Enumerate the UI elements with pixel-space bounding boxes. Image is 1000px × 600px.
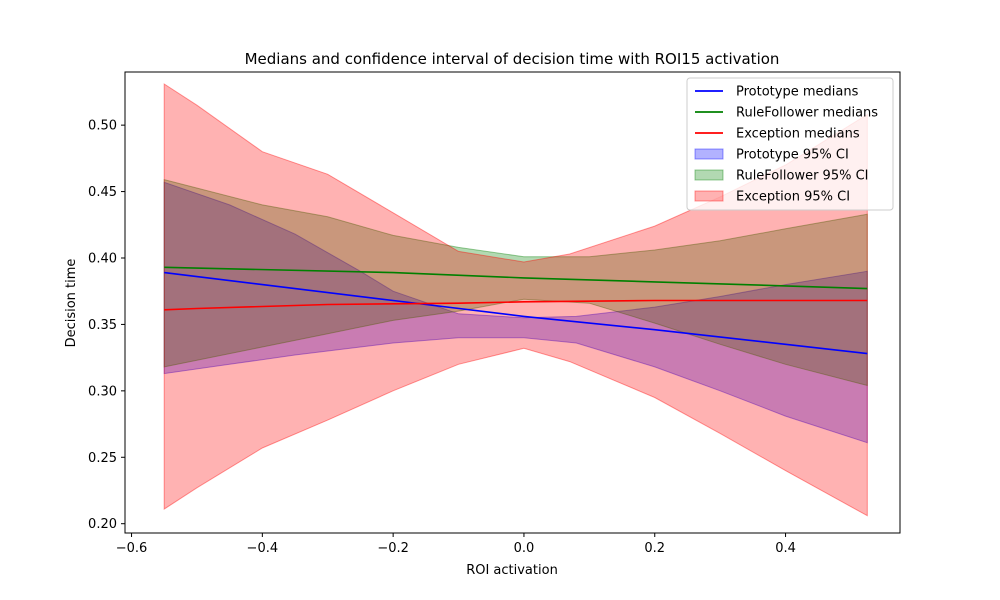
x-axis: −0.6 −0.4 −0.2 0.0 0.2 0.4: [116, 533, 796, 556]
y-tick-label: 0.35: [88, 318, 117, 333]
x-tick-label: −0.4: [247, 541, 279, 556]
legend-box: [686, 77, 894, 211]
x-tick-label: −0.6: [116, 541, 148, 556]
x-tick-label: −0.2: [377, 541, 409, 556]
y-axis-title: Decision time: [64, 259, 79, 348]
x-tick-label: 0.4: [775, 541, 796, 556]
y-tick-label: 0.45: [88, 185, 117, 200]
prototype-medians-legend-label: Prototype medians: [736, 85, 859, 100]
x-tick-label: 0.2: [644, 541, 665, 556]
rulefollower-medians-legend-label: RuleFollower medians: [736, 106, 878, 121]
x-axis-title: ROI activation: [466, 563, 558, 578]
exception-95-ci-band: [163, 83, 868, 517]
plot-frame: [124, 71, 901, 534]
exception-95-ci-legend-swatch: [694, 190, 724, 202]
y-tick-label: 0.30: [88, 384, 117, 399]
chart-title: Medians and confidence interval of decis…: [245, 50, 780, 68]
y-tick-label: 0.20: [88, 517, 117, 532]
prototype-medians-line: [164, 271, 868, 355]
prototype-95-ci-legend-label: Prototype 95% CI: [736, 148, 849, 163]
median-lines: [164, 266, 868, 355]
prototype-95-ci-band: [163, 181, 868, 444]
y-tick-label: 0.40: [88, 251, 117, 266]
y-tick-label: 0.50: [88, 119, 117, 134]
rulefollower-medians-line: [164, 266, 868, 290]
y-axis: 0.20 0.25 0.30 0.35 0.40 0.45 0.50: [88, 119, 125, 532]
y-tick-label: 0.25: [88, 451, 117, 466]
prototype-95-ci-legend-swatch: [694, 148, 724, 160]
rulefollower-95-ci-legend-swatch: [694, 169, 724, 181]
x-tick-label: 0.0: [514, 541, 535, 556]
exception-medians-line: [164, 299, 868, 311]
rulefollower-95-ci-legend-label: RuleFollower 95% CI: [736, 169, 869, 184]
legend: Prototype medians RuleFollower medians Exc…: [686, 77, 894, 211]
exception-95-ci-legend-label: Exception 95% CI: [736, 190, 850, 205]
exception-medians-legend-label: Exception medians: [736, 127, 860, 142]
